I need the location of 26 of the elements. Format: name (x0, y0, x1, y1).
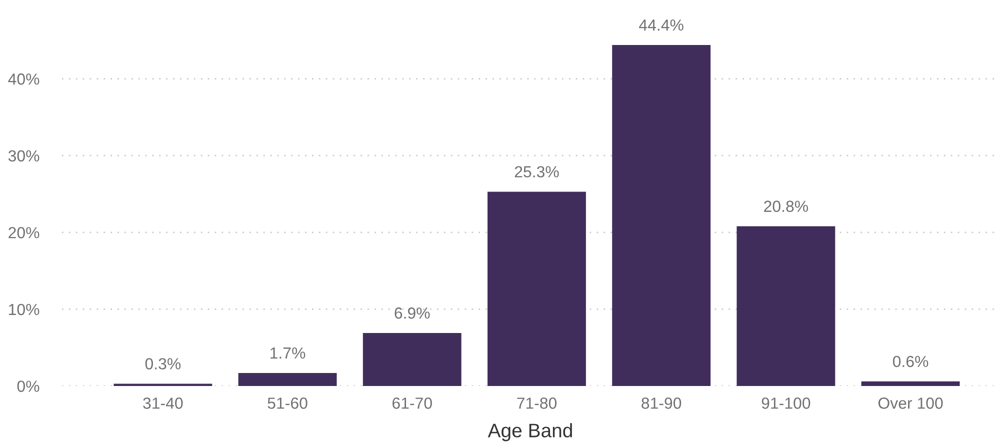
x-tick-label: 71-80 (517, 398, 557, 409)
bar (238, 372, 337, 386)
x-tick-label: 61-70 (392, 398, 432, 409)
x-axis-title: Age Band (488, 423, 572, 442)
data-label: 6.9% (394, 307, 430, 319)
y-tick-label: 10% (9, 304, 40, 316)
data-label: 25.3% (514, 166, 559, 178)
y-tick-label: 0% (17, 380, 40, 392)
data-label: 20.8% (764, 200, 808, 212)
bar (612, 45, 711, 386)
x-tick-label: 51-60 (268, 398, 308, 409)
data-label: 44.4% (639, 19, 684, 31)
bar (362, 333, 462, 386)
data-label: 0.6% (892, 356, 928, 368)
y-tick-label: 40% (8, 73, 40, 85)
y-tick-label: 30% (8, 150, 40, 162)
x-tick-label: 91-100 (762, 398, 810, 409)
data-label: 1.7% (270, 347, 306, 359)
data-label: 0.3% (145, 358, 181, 370)
x-tick-label: 81-90 (642, 398, 682, 409)
x-tick-label: Over 100 (878, 398, 943, 409)
bar (736, 226, 836, 386)
bar (488, 192, 586, 386)
bar (861, 381, 960, 386)
y-tick-label: 20% (8, 227, 40, 238)
x-tick-label: 31-40 (143, 398, 183, 409)
